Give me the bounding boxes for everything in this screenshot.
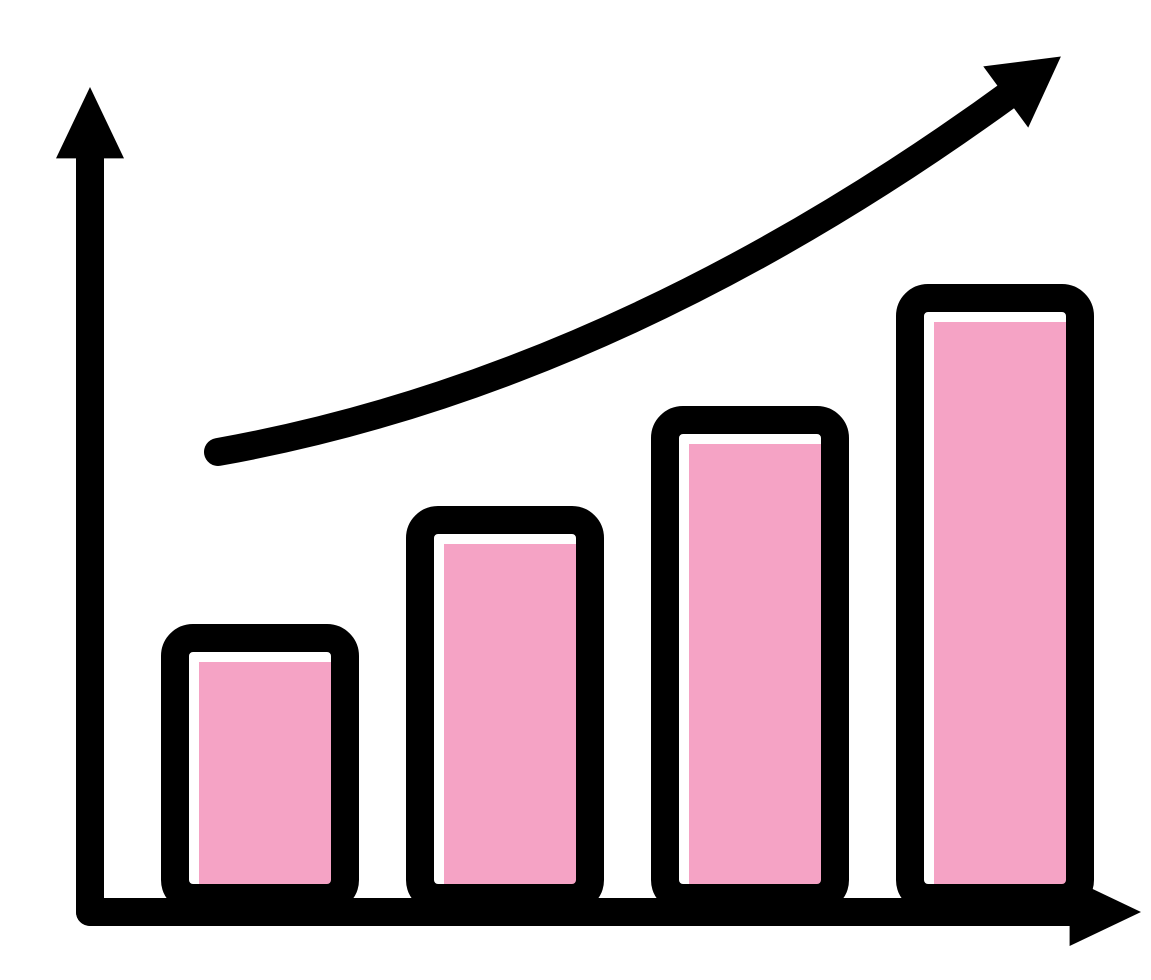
chart-svg <box>0 0 1151 980</box>
bar-fill-4 <box>934 322 1066 884</box>
bar-fill-3 <box>689 444 821 884</box>
growth-chart-icon <box>0 0 1151 980</box>
bar-fill-1 <box>199 662 331 884</box>
bar-fill-2 <box>444 544 576 884</box>
